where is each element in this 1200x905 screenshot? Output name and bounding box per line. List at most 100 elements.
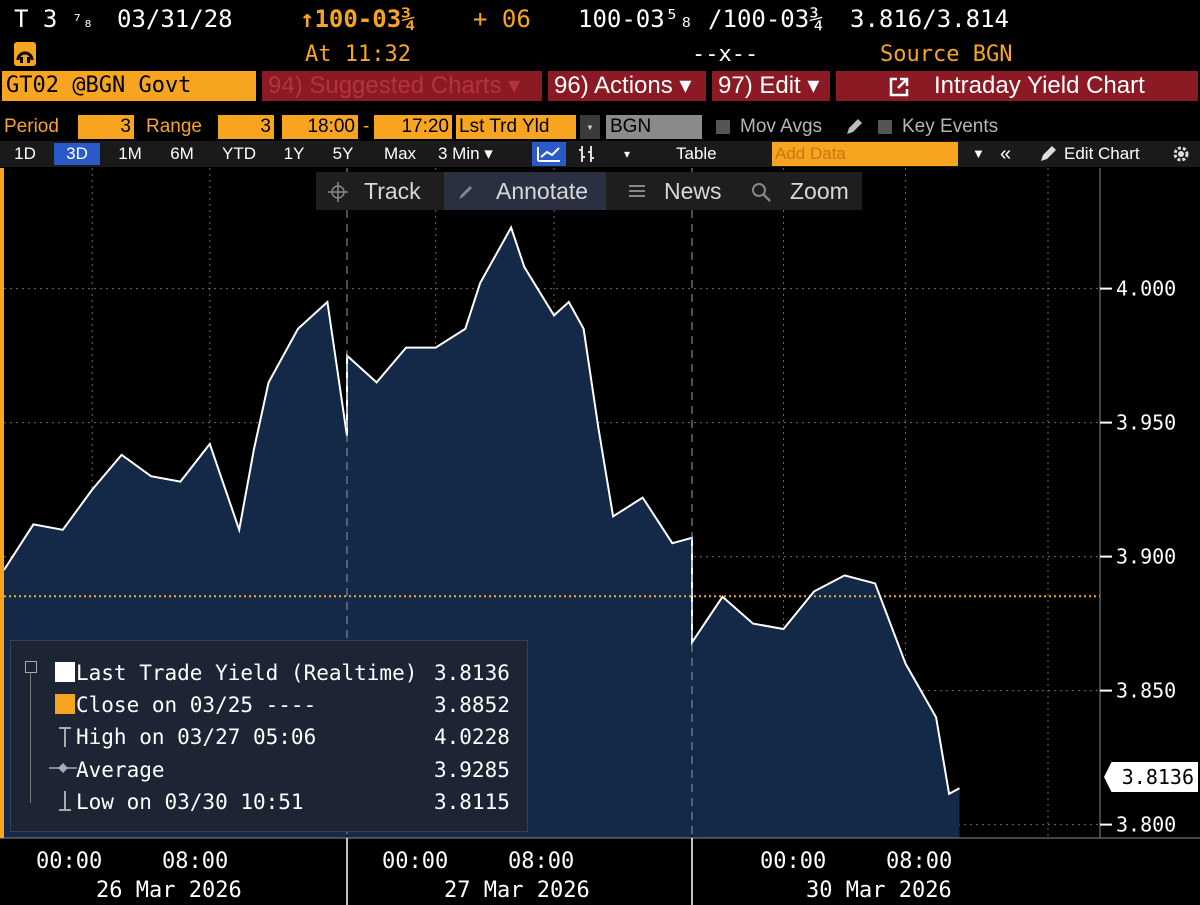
pencil-icon[interactable] <box>844 117 864 137</box>
ticker-fraction: ⁷₈ <box>71 11 94 32</box>
range-field[interactable]: 3 <box>218 115 274 139</box>
ticker-prefix: T 3 <box>14 5 58 33</box>
annotate-button[interactable]: Annotate <box>496 178 589 204</box>
legend-value: 3.9285 <box>434 758 510 782</box>
legend-tree-line <box>30 673 31 803</box>
double-chevron-left-icon[interactable]: « <box>1000 143 1012 165</box>
price: ↑100-03¾ <box>300 2 416 36</box>
range-max[interactable]: Max <box>383 144 417 163</box>
maturity-date: 03/31/28 <box>117 5 233 33</box>
average-marker-icon <box>49 763 77 773</box>
x-date-label: 30 Mar 2026 <box>806 878 952 903</box>
table-button[interactable]: Table <box>676 144 717 163</box>
actions-button[interactable]: 96) Actions ▾ <box>548 71 706 101</box>
high-marker-icon <box>59 727 71 747</box>
legend-value: 3.8852 <box>434 693 510 717</box>
mov-avgs-checkbox[interactable] <box>716 120 730 134</box>
x-date-label: 26 Mar 2026 <box>96 878 242 903</box>
zoom-button[interactable]: Zoom <box>790 178 849 204</box>
quote-source: Source BGN <box>880 42 1013 67</box>
magnifier-icon <box>752 183 771 202</box>
x-date-label: 27 Mar 2026 <box>444 878 590 903</box>
left-edge-marker <box>0 168 4 838</box>
alert-icon[interactable] <box>14 42 36 66</box>
ticker: T 3 ⁷₈ <box>14 2 94 36</box>
legend-label: Low on 03/30 10:51 <box>76 790 304 814</box>
x-time-label: 08:00 <box>162 849 229 874</box>
day-separators <box>346 168 693 905</box>
quote-size: --x-- <box>692 42 759 67</box>
y-tick-label: 4.000 <box>1116 277 1176 301</box>
field-select[interactable]: Lst Trd Yld <box>456 115 576 139</box>
close-marker-icon <box>55 694 75 714</box>
key-events-checkbox[interactable] <box>878 120 892 134</box>
range-5y[interactable]: 5Y <box>332 144 354 163</box>
price-change: + 06 <box>473 5 531 33</box>
legend-label: Last Trade Yield (Realtime) <box>76 661 418 685</box>
range-label: Range <box>146 116 202 137</box>
range-3d[interactable]: 3D <box>54 143 100 165</box>
y-tick-label: 3.800 <box>1116 813 1176 837</box>
period-field[interactable]: 3 <box>78 115 134 139</box>
security-field[interactable]: GT02 @BGN Govt <box>2 71 256 101</box>
popout-icon[interactable] <box>888 76 910 98</box>
legend-label: Close on 03/25 ---- <box>76 693 317 717</box>
range-1m[interactable]: 1M <box>118 144 142 163</box>
annotate-highlight <box>444 172 606 210</box>
range-1d[interactable]: 1D <box>14 144 36 163</box>
end-time-field[interactable]: 17:20 <box>374 115 452 139</box>
legend-value: 3.8136 <box>434 661 510 685</box>
gauge-icon <box>16 51 34 63</box>
bid-ask: 100-03⁵₈ /100-03¾ <box>578 5 824 33</box>
collapse-icon[interactable] <box>25 661 37 673</box>
annotate-pencil-icon <box>459 186 472 199</box>
chart-title-bar: Intraday Yield Chart <box>836 71 1198 101</box>
x-time-label: 08:00 <box>886 849 953 874</box>
y-axis: 4.000 3.950 3.900 3.850 3.800 <box>0 168 1200 839</box>
chart-type-dropdown-icon[interactable]: ▾ <box>624 147 631 161</box>
start-time-field[interactable]: 18:00 <box>282 115 358 139</box>
range-ytd[interactable]: YTD <box>222 144 256 163</box>
legend-label: High on 03/27 05:06 <box>76 725 317 749</box>
chart-title: Intraday Yield Chart <box>934 72 1145 99</box>
x-time-label: 00:00 <box>760 849 827 874</box>
gear-icon[interactable] <box>1170 143 1192 165</box>
legend-label: Average <box>76 758 165 782</box>
quote-time: At 11:32 <box>305 42 411 67</box>
bar-chart-icon[interactable] <box>576 143 598 165</box>
suggested-charts-button[interactable]: 94) Suggested Charts ▾ <box>262 71 542 101</box>
range-1y[interactable]: 1Y <box>283 144 305 163</box>
funnel-icon[interactable]: ▼ <box>972 146 985 161</box>
crosshair-icon <box>328 182 348 202</box>
field-dropdown-icon[interactable]: ▾ <box>580 115 600 139</box>
news-icon <box>629 185 645 197</box>
range-6m[interactable]: 6M <box>170 144 194 163</box>
legend-value: 4.0228 <box>434 725 510 749</box>
mov-avgs-label: Mov Avgs <box>740 116 823 137</box>
up-arrow-icon: ↑ <box>300 5 315 33</box>
y-tick-label: 3.900 <box>1116 545 1176 569</box>
edit-pencil-icon[interactable] <box>1038 144 1058 164</box>
add-data-input[interactable]: Add Data <box>772 142 958 166</box>
key-events-label: Key Events <box>902 116 999 137</box>
chart-legend[interactable] <box>10 640 528 832</box>
edit-chart-button[interactable]: Edit Chart <box>1064 144 1140 163</box>
line-chart-icon[interactable] <box>532 142 566 166</box>
time-separator: - <box>363 116 370 137</box>
track-button[interactable]: Track <box>364 178 421 204</box>
x-time-label: 08:00 <box>508 849 575 874</box>
range-toolbar <box>0 141 1200 167</box>
x-time-label: 00:00 <box>382 849 449 874</box>
bid-ask-yields: 3.816/3.814 <box>850 5 1009 33</box>
edit-button[interactable]: 97) Edit ▾ <box>712 71 830 101</box>
x-time-label: 00:00 <box>36 849 103 874</box>
y-tick-label: 3.950 <box>1116 411 1176 435</box>
price-value: 100-03¾ <box>314 5 416 33</box>
news-button[interactable]: News <box>664 178 722 204</box>
period-label: Period <box>4 116 59 137</box>
y-tick-label: 3.850 <box>1116 679 1176 703</box>
low-marker-icon <box>59 791 71 811</box>
interval-select[interactable]: 3 Min ▾ <box>438 144 493 163</box>
source-field[interactable]: BGN <box>606 115 702 139</box>
last-trade-marker-icon <box>55 662 75 682</box>
